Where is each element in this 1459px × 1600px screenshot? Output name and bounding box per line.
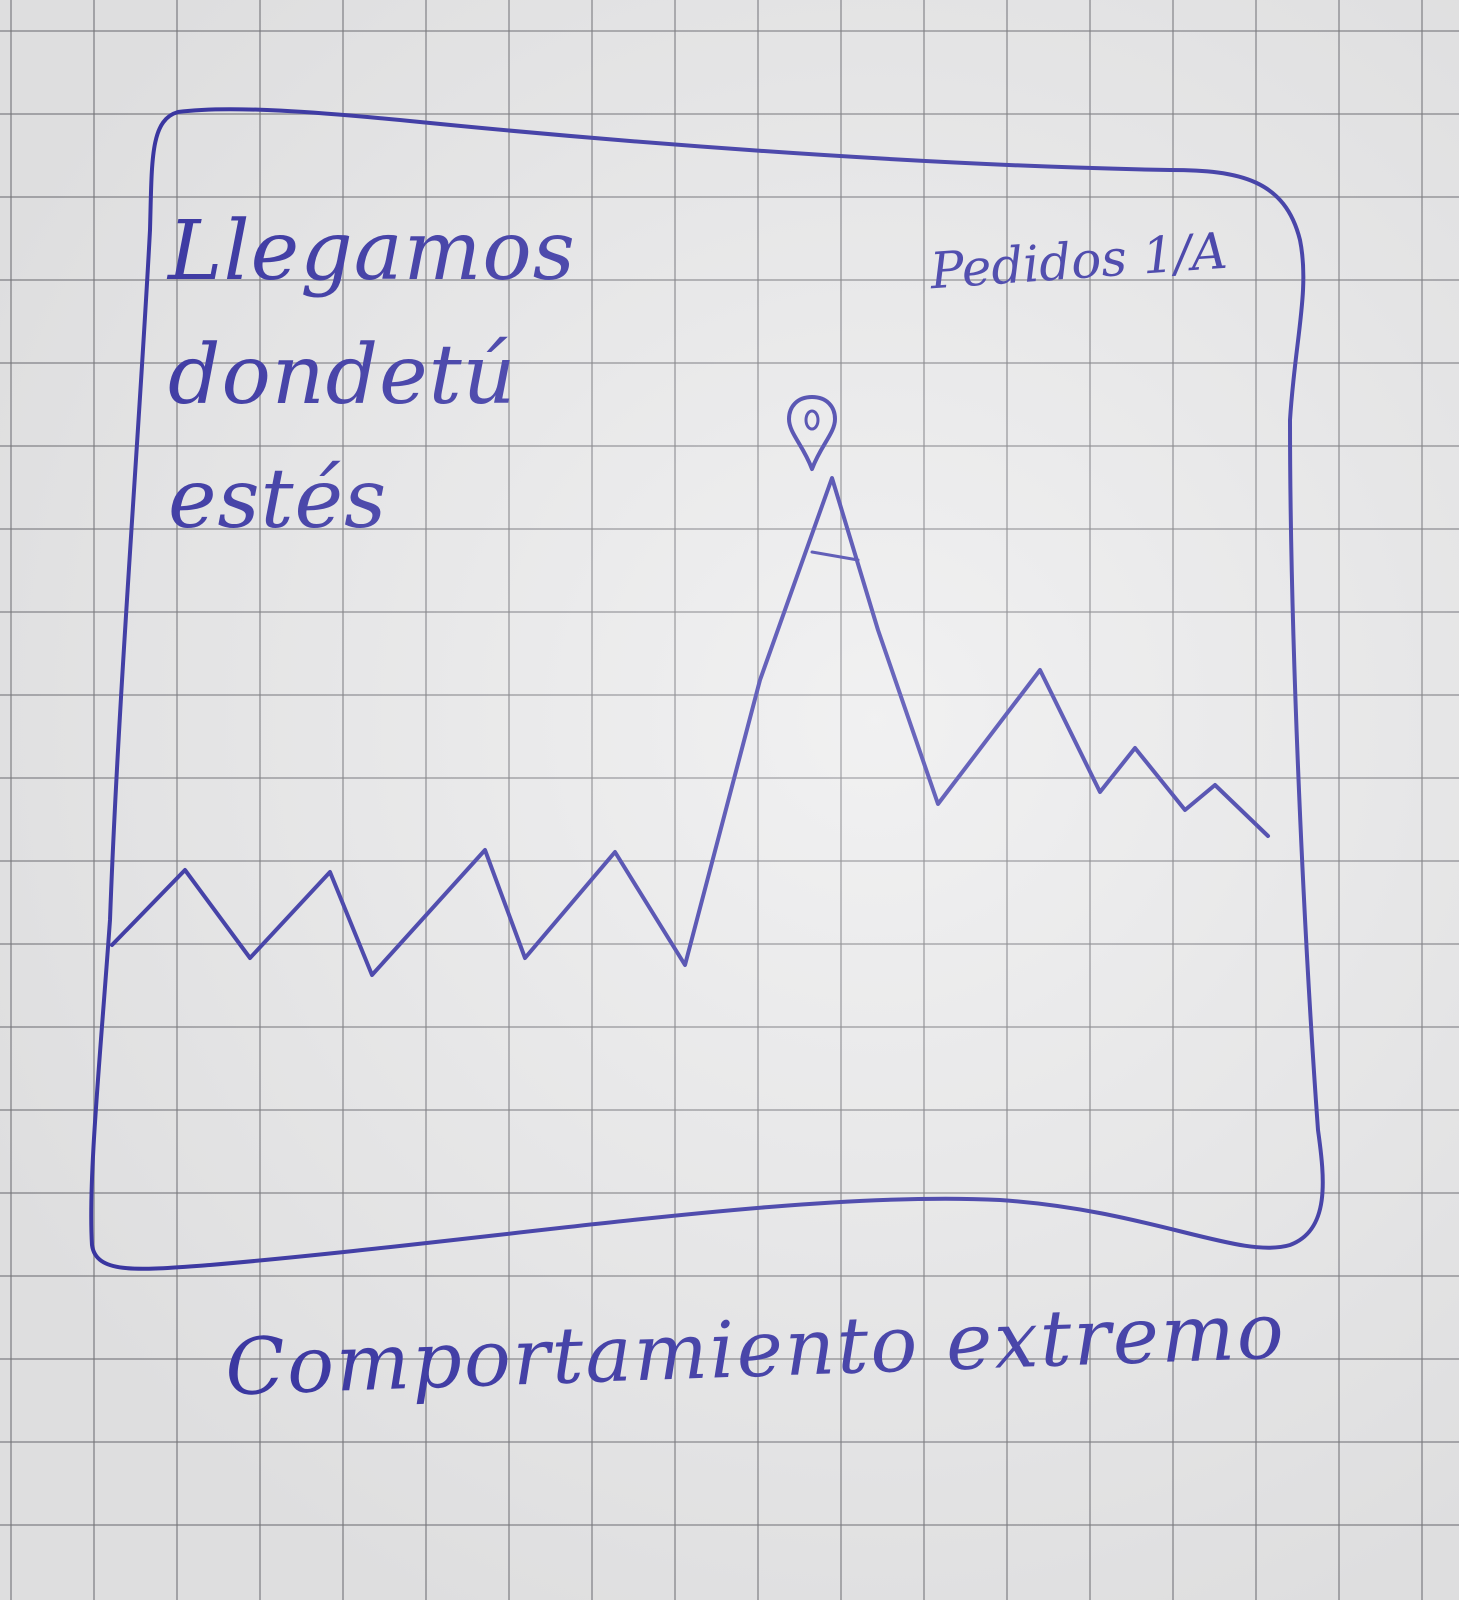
location-pin-icon: [785, 393, 839, 471]
screen-frame: [89, 107, 1325, 1271]
peak-tick: [810, 550, 860, 562]
trend-line: [110, 476, 1270, 977]
headline-line: dondetú: [168, 328, 517, 423]
headline-text: Llegamos dondetú estés: [168, 190, 576, 562]
headline-line: Llegamos: [168, 204, 576, 299]
headline-line: estés: [168, 452, 388, 547]
